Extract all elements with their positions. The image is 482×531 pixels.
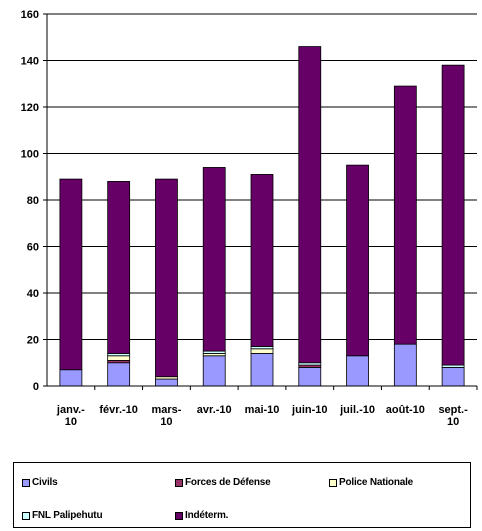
x-tick-label-line: avr.-10: [197, 404, 232, 416]
y-tick-label-40: 40: [27, 288, 39, 300]
legend-swatch-civils: [22, 478, 30, 487]
legend-item-indeterm: Indéterm.: [175, 510, 228, 521]
y-tick-label-160: 160: [21, 9, 39, 21]
bar-segment-5-police-nationale: [250, 348, 274, 354]
bar-segment-4-civils: [202, 355, 226, 387]
bar-segment-6-civils: [298, 366, 322, 387]
bar-segment-3-ind-term-: [155, 178, 178, 378]
x-tick-label-5: mai-10: [245, 404, 280, 416]
x-tick-label-2: févr.-10: [99, 404, 138, 416]
x-tick-label-4: avr.-10: [197, 404, 232, 416]
x-tick-label-line: 10: [447, 416, 459, 428]
x-tick-label-line: sept.-: [438, 404, 468, 416]
bar-segment-9-civils: [441, 366, 465, 387]
legend-swatch-indeterm: [175, 511, 183, 520]
bar-segment-9-ind-term-: [441, 64, 465, 366]
bar-segment-7-ind-term-: [346, 164, 369, 357]
bar-segment-2-police-nationale: [107, 355, 131, 361]
x-tick-label-line: juil.-10: [339, 404, 375, 416]
legend-item-forces-de-defense: Forces de Défense: [175, 477, 271, 488]
legend-item-fnl-palipehutu: FNL Palipehutu: [22, 510, 103, 521]
bar-segment-1-civils: [59, 369, 83, 387]
x-tick-label-line: mars-: [151, 404, 181, 416]
legend-label-fnl-palipehutu: FNL Palipehutu: [32, 510, 103, 521]
x-tick-label-1: janv.-10: [56, 404, 85, 428]
x-tick-label-line: janv.-: [56, 404, 85, 416]
y-tick-label-120: 120: [21, 102, 39, 114]
legend-swatch-forces-de-defense: [175, 478, 183, 487]
bar-segment-8-civils: [393, 343, 417, 387]
legend-item-police-nationale: Police Nationale: [329, 477, 413, 488]
bar-segment-7-civils: [346, 355, 369, 387]
x-tick-label-line: 10: [65, 416, 77, 428]
legend-label-police-nationale: Police Nationale: [339, 477, 414, 488]
legend-label-forces-de-defense: Forces de Défense: [185, 477, 271, 488]
legend-swatch-fnl-palipehutu: [22, 511, 30, 520]
bar-segment-2-ind-term-: [107, 180, 131, 354]
x-tick-label-8: août-10: [386, 404, 425, 416]
y-tick-label-20: 20: [27, 335, 39, 347]
bar-segment-5-ind-term-: [250, 174, 274, 347]
x-tick-label-6: juin-10: [291, 404, 327, 416]
x-tick-label-line: 10: [160, 416, 172, 428]
y-tick-label-0: 0: [33, 381, 39, 393]
x-tick-label-line: mai-10: [245, 404, 280, 416]
legend-item-civils: Civils: [22, 477, 58, 488]
bars: [59, 46, 465, 387]
legend: Civils Forces de Défense Police National…: [13, 462, 471, 528]
y-tick-label-100: 100: [21, 149, 39, 161]
legend-label-indeterm: Indéterm.: [185, 510, 229, 521]
x-tick-label-line: févr.-10: [99, 404, 138, 416]
bar-segment-4-ind-term-: [202, 167, 226, 352]
x-tick-label-line: juin-10: [291, 404, 327, 416]
bar-segment-8-ind-term-: [393, 85, 417, 345]
y-tick-label-80: 80: [27, 195, 39, 207]
bar-segment-1-ind-term-: [59, 178, 83, 371]
bar-segment-2-civils: [107, 362, 131, 387]
y-tick-label-60: 60: [27, 242, 39, 254]
bar-segment-5-civils: [250, 353, 274, 387]
y-tick-label-140: 140: [21, 56, 39, 68]
legend-swatch-police-nationale: [329, 478, 337, 487]
x-tick-label-line: août-10: [386, 404, 425, 416]
x-tick-label-3: mars-10: [151, 404, 181, 428]
legend-label-civils: Civils: [32, 477, 58, 488]
x-tick-label-9: sept.-10: [438, 404, 468, 428]
x-tick-label-7: juil.-10: [339, 404, 375, 416]
bar-segment-3-civils: [155, 378, 178, 387]
bar-segment-6-ind-term-: [298, 46, 322, 364]
